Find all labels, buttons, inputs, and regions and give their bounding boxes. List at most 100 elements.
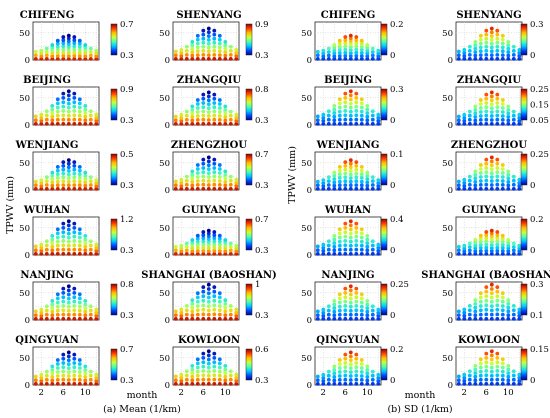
data-point — [212, 360, 217, 365]
data-point — [484, 312, 489, 317]
data-point — [500, 110, 505, 114]
data-point — [489, 30, 494, 35]
data-point — [467, 113, 472, 118]
data-point — [495, 364, 500, 369]
data-point — [332, 111, 337, 115]
y-tick-label: 0 — [307, 56, 312, 66]
data-point — [511, 53, 516, 57]
data-point — [326, 247, 331, 252]
axes-box — [314, 151, 382, 191]
data-point — [55, 239, 60, 244]
data-point — [348, 57, 353, 61]
data-point — [376, 372, 381, 377]
data-point — [321, 242, 326, 247]
data-point — [500, 245, 505, 250]
data-point — [61, 295, 66, 300]
data-point — [484, 32, 489, 37]
data-point — [228, 241, 233, 246]
data-point — [195, 167, 200, 171]
panel-title: NANJING — [20, 270, 73, 281]
data-point — [484, 157, 489, 162]
data-point — [484, 369, 489, 373]
data-point — [195, 49, 200, 54]
data-point — [72, 109, 77, 113]
data-point — [500, 249, 505, 253]
data-point — [44, 312, 49, 317]
data-point — [326, 317, 331, 321]
data-point — [50, 45, 55, 50]
data-point — [376, 313, 381, 318]
data-point — [83, 48, 88, 53]
data-point — [201, 377, 206, 382]
data-point — [173, 183, 178, 188]
data-point — [66, 358, 71, 363]
data-point — [370, 179, 375, 184]
data-point — [44, 50, 49, 54]
data-point — [473, 305, 478, 310]
data-point — [359, 374, 364, 378]
data-point — [332, 180, 337, 185]
data-point — [506, 180, 511, 184]
data-point — [61, 164, 66, 168]
data-point — [343, 247, 348, 252]
data-point — [467, 377, 472, 382]
data-point — [321, 54, 326, 59]
data-point — [66, 370, 71, 374]
data-point — [184, 44, 189, 49]
data-point — [337, 168, 342, 173]
data-point — [484, 96, 489, 101]
data-point — [212, 44, 217, 49]
data-point — [72, 50, 77, 55]
data-point — [473, 374, 478, 379]
data-point — [354, 38, 359, 43]
data-point — [206, 357, 211, 362]
data-point — [517, 184, 522, 188]
data-point — [55, 105, 60, 110]
y-tick-label: 50 — [442, 94, 453, 104]
data-point — [212, 36, 217, 41]
data-point — [517, 116, 522, 120]
data-point — [66, 97, 71, 102]
data-point — [500, 45, 505, 50]
data-point — [500, 98, 505, 102]
data-point — [343, 44, 348, 49]
data-point — [195, 98, 200, 102]
data-point — [179, 246, 184, 251]
data-point — [44, 175, 49, 180]
data-point — [83, 180, 88, 185]
data-point — [44, 46, 49, 51]
data-point — [359, 168, 364, 173]
data-point — [489, 382, 494, 386]
data-point — [489, 377, 494, 382]
colorbar — [380, 283, 388, 316]
data-point — [206, 102, 211, 107]
data-point — [517, 307, 522, 312]
data-point — [217, 249, 222, 253]
data-point — [39, 57, 44, 61]
data-point — [332, 299, 337, 303]
data-point — [212, 294, 217, 299]
axes-box — [172, 21, 240, 61]
data-point — [456, 187, 461, 191]
data-point — [478, 163, 483, 167]
data-point — [354, 247, 359, 252]
data-point — [354, 179, 359, 184]
data-point — [55, 370, 60, 374]
data-point — [500, 102, 505, 106]
data-point — [473, 243, 478, 248]
data-point — [217, 179, 222, 183]
data-point — [370, 377, 375, 382]
data-point — [173, 374, 178, 379]
colorbar-tick-label: 0.1 — [390, 150, 404, 160]
data-point — [55, 57, 60, 61]
data-point — [337, 378, 342, 382]
data-point — [343, 295, 348, 300]
data-point — [365, 122, 370, 126]
axes-box — [455, 346, 523, 386]
data-point — [77, 122, 82, 126]
data-point — [478, 252, 483, 256]
data-point — [359, 109, 364, 114]
data-point — [72, 361, 77, 365]
